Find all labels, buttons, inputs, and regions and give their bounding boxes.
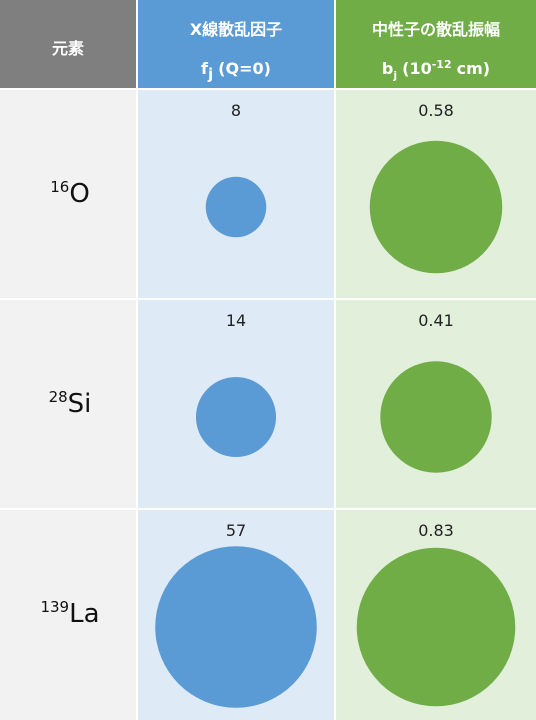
element-label: 16O <box>50 178 90 209</box>
value-label: 0.41 <box>418 311 454 330</box>
xray-circle <box>155 546 317 708</box>
subscript: j <box>392 69 397 82</box>
header-neutron-title: 中性子の散乱振幅 <box>372 20 500 39</box>
header-element: 元素 <box>52 39 84 58</box>
mass-number: 16 <box>50 178 69 196</box>
element-symbol: O <box>69 179 89 209</box>
element-cell <box>0 510 136 720</box>
xray-circle <box>205 176 267 238</box>
header-cell <box>0 0 136 88</box>
value-label: 8 <box>231 101 241 120</box>
symbol: f <box>201 59 209 78</box>
value-label: 57 <box>226 521 246 540</box>
header-xray-title: X線散乱因子 <box>190 20 282 39</box>
header-cell <box>138 0 334 88</box>
element-symbol: La <box>69 599 99 629</box>
header-xray-symbol: fj (Q=0) <box>201 59 271 83</box>
unit-prefix: (10 <box>402 59 432 78</box>
element-symbol: Si <box>68 389 92 419</box>
element-label: 139La <box>40 598 99 629</box>
condition: (Q=0) <box>218 59 271 78</box>
element-label: 28Si <box>49 388 92 419</box>
subscript: j <box>207 65 213 83</box>
neutron-circle <box>380 361 492 473</box>
element-cell <box>0 300 136 508</box>
value-label: 14 <box>226 311 246 330</box>
unit-suffix: cm) <box>457 59 490 78</box>
header-neutron-symbol: bj (10-12 cm) <box>382 58 490 82</box>
mass-number: 139 <box>40 598 69 616</box>
neutron-circle <box>369 140 503 274</box>
mass-number: 28 <box>49 388 68 406</box>
header-cell <box>336 0 536 88</box>
symbol: b <box>382 59 393 78</box>
value-label: 0.58 <box>418 101 454 120</box>
xray-circle <box>195 376 277 458</box>
exponent: -12 <box>432 58 452 71</box>
neutron-circle <box>356 547 516 707</box>
value-label: 0.83 <box>418 521 454 540</box>
element-cell <box>0 90 136 298</box>
